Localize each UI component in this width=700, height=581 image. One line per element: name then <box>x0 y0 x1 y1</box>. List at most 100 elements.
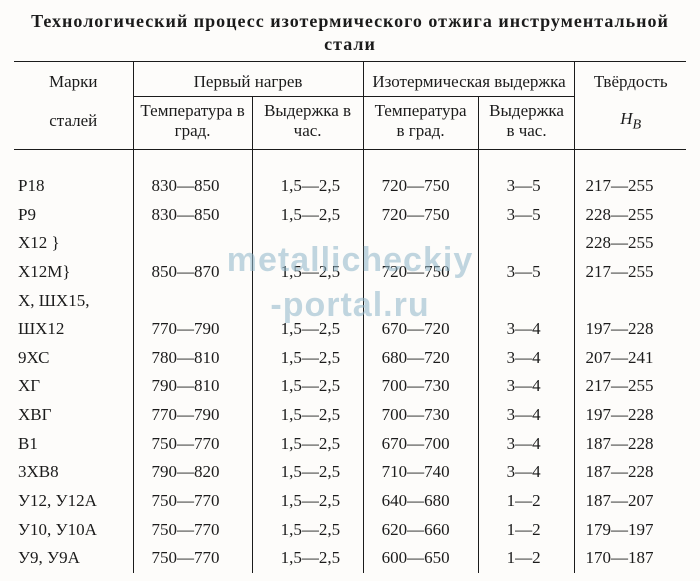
cell-hardness: 217—255 <box>575 258 686 287</box>
cell-time2: 3—4 <box>478 430 575 459</box>
table-row: Р9830—8501,5—2,5720—7503—5228—255 <box>14 201 686 230</box>
cell-time1: 1,5—2,5 <box>252 315 363 344</box>
cell-temp2 <box>363 287 478 316</box>
cell-time1: 1,5—2,5 <box>252 372 363 401</box>
cell-temp2: 700—730 <box>363 401 478 430</box>
cell-hardness: 187—228 <box>575 430 686 459</box>
header-time2: Выдержка в час. <box>478 97 575 150</box>
cell-mark: ХГ <box>14 372 133 401</box>
cell-temp2: 620—660 <box>363 516 478 545</box>
cell-mark: В1 <box>14 430 133 459</box>
cell-time2 <box>478 287 575 316</box>
cell-time2: 3—4 <box>478 372 575 401</box>
cell-time1: 1,5—2,5 <box>252 201 363 230</box>
cell-hardness: 179—197 <box>575 516 686 545</box>
cell-temp1 <box>133 287 252 316</box>
header-temp2: Температура в град. <box>363 97 478 150</box>
cell-temp1: 750—770 <box>133 430 252 459</box>
cell-time2: 1—2 <box>478 487 575 516</box>
cell-temp2: 680—720 <box>363 344 478 373</box>
cell-temp2: 720—750 <box>363 258 478 287</box>
cell-time2: 3—4 <box>478 401 575 430</box>
header-marks-top: Марки <box>14 62 133 97</box>
cell-temp2: 700—730 <box>363 372 478 401</box>
cell-hardness: 228—255 <box>575 229 686 258</box>
cell-temp1: 780—810 <box>133 344 252 373</box>
header-hardness-B: B <box>633 116 642 132</box>
cell-hardness: 187—228 <box>575 458 686 487</box>
cell-temp2 <box>363 229 478 258</box>
table-header: Марки Первый нагрев Изотермическая выдер… <box>14 62 686 150</box>
cell-temp1 <box>133 229 252 258</box>
table-row: У10, У10А750—7701,5—2,5620—6601—2179—197 <box>14 516 686 545</box>
cell-time1: 1,5—2,5 <box>252 544 363 573</box>
cell-temp1: 770—790 <box>133 401 252 430</box>
table-row: 3ХВ8790—8201,5—2,5710—7403—4187—228 <box>14 458 686 487</box>
cell-hardness: 217—255 <box>575 172 686 201</box>
cell-temp1: 750—770 <box>133 544 252 573</box>
cell-mark: Х12 } <box>14 229 133 258</box>
table-row: Х12 } 228—255 <box>14 229 686 258</box>
cell-mark: У10, У10А <box>14 516 133 545</box>
header-hardness-bot: HB <box>575 97 686 150</box>
header-temp1: Температура в град. <box>133 97 252 150</box>
cell-time1: 1,5—2,5 <box>252 172 363 201</box>
table-row: У12, У12А750—7701,5—2,5640—6801—2187—207 <box>14 487 686 516</box>
cell-time1: 1,5—2,5 <box>252 430 363 459</box>
header-time1: Выдержка в час. <box>252 97 363 150</box>
cell-hardness: 197—228 <box>575 401 686 430</box>
cell-hardness: 187—207 <box>575 487 686 516</box>
cell-temp1: 830—850 <box>133 201 252 230</box>
cell-time2: 1—2 <box>478 544 575 573</box>
cell-time2 <box>478 229 575 258</box>
cell-mark: ХВГ <box>14 401 133 430</box>
cell-time2: 3—4 <box>478 315 575 344</box>
cell-hardness: 207—241 <box>575 344 686 373</box>
cell-temp2: 710—740 <box>363 458 478 487</box>
cell-hardness: 217—255 <box>575 372 686 401</box>
cell-hardness <box>575 287 686 316</box>
table-row: Х, ШХ15, <box>14 287 686 316</box>
cell-mark: Х12М} <box>14 258 133 287</box>
header-body-spacer <box>14 150 686 173</box>
page-root: Технологический процесс изотермического … <box>0 0 700 581</box>
cell-temp1: 790—810 <box>133 372 252 401</box>
cell-hardness: 228—255 <box>575 201 686 230</box>
cell-mark: Р9 <box>14 201 133 230</box>
cell-temp2: 600—650 <box>363 544 478 573</box>
table-row: ШХ12770—7901,5—2,5670—7203—4197—228 <box>14 315 686 344</box>
cell-mark: Р18 <box>14 172 133 201</box>
cell-mark: У12, У12А <box>14 487 133 516</box>
cell-temp1: 790—820 <box>133 458 252 487</box>
table-row: 9ХС780—8101,5—2,5680—7203—4207—241 <box>14 344 686 373</box>
cell-temp1: 830—850 <box>133 172 252 201</box>
cell-time1 <box>252 229 363 258</box>
data-table: Марки Первый нагрев Изотермическая выдер… <box>14 61 686 573</box>
cell-mark: У9, У9А <box>14 544 133 573</box>
page-title: Технологический процесс изотермического … <box>14 10 686 55</box>
cell-time2: 3—4 <box>478 344 575 373</box>
cell-time1 <box>252 287 363 316</box>
cell-temp1: 750—770 <box>133 516 252 545</box>
cell-mark: 3ХВ8 <box>14 458 133 487</box>
table-row: Р18830—8501,5—2,5720—7503—5217—255 <box>14 172 686 201</box>
cell-time1: 1,5—2,5 <box>252 401 363 430</box>
header-hardness-top: Твёрдость <box>575 62 686 97</box>
cell-time2: 3—5 <box>478 258 575 287</box>
table-row: Х12М}850—8701,5—2,5720—7503—5217—255 <box>14 258 686 287</box>
cell-time2: 3—5 <box>478 201 575 230</box>
table-row: ХГ790—8101,5—2,5700—7303—4217—255 <box>14 372 686 401</box>
table-row: У9, У9А750—7701,5—2,5600—6501—2170—187 <box>14 544 686 573</box>
cell-time2: 1—2 <box>478 516 575 545</box>
table-body: Р18830—8501,5—2,5720—7503—5217—255Р9830—… <box>14 172 686 573</box>
cell-temp1: 750—770 <box>133 487 252 516</box>
cell-hardness: 197—228 <box>575 315 686 344</box>
cell-time1: 1,5—2,5 <box>252 516 363 545</box>
cell-mark: 9ХС <box>14 344 133 373</box>
cell-time2: 3—4 <box>478 458 575 487</box>
cell-time1: 1,5—2,5 <box>252 487 363 516</box>
header-group-isothermal: Изотермическая выдержка <box>363 62 575 97</box>
cell-temp1: 850—870 <box>133 258 252 287</box>
cell-temp2: 720—750 <box>363 172 478 201</box>
header-group-first-heat: Первый нагрев <box>133 62 363 97</box>
